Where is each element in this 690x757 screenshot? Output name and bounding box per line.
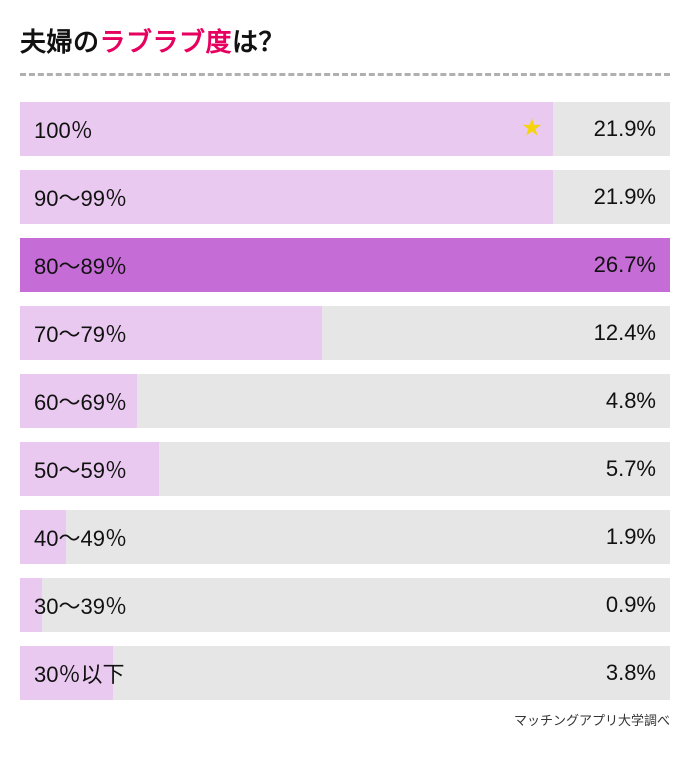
bar-label: 80〜89％ bbox=[34, 249, 127, 281]
bar-label: 40〜49％ bbox=[34, 521, 127, 553]
bar-row: 100％ 21.9% ★ bbox=[20, 102, 670, 156]
bar-label: 100％ bbox=[34, 113, 93, 145]
bar-value: 3.8% bbox=[606, 660, 656, 686]
bar-row: 30％以下 3.8% bbox=[20, 646, 670, 700]
bar-value: 21.9% bbox=[594, 184, 656, 210]
chart-title: 夫婦のラブラブ度は？ bbox=[20, 22, 670, 59]
bar-row: 60〜69％ 4.8% bbox=[20, 374, 670, 428]
bar-label: 50〜59％ bbox=[34, 453, 127, 485]
bar-value: 1.9% bbox=[606, 524, 656, 550]
bar-value: 21.9% bbox=[594, 116, 656, 142]
bar-value: 5.7% bbox=[606, 456, 656, 482]
bar-label: 30〜39％ bbox=[34, 589, 127, 621]
bar-row: 50〜59％ 5.7% bbox=[20, 442, 670, 496]
bar-row: 40〜49％ 1.9% bbox=[20, 510, 670, 564]
bar-value: 4.8% bbox=[606, 388, 656, 414]
star-icon: ★ bbox=[521, 117, 543, 141]
bar-row: 90〜99％ 21.9% bbox=[20, 170, 670, 224]
bar-label: 70〜79％ bbox=[34, 317, 127, 349]
title-divider bbox=[20, 73, 670, 76]
bar-value: 12.4% bbox=[594, 320, 656, 346]
title-pre: 夫婦の bbox=[20, 27, 100, 57]
bar-value: 0.9% bbox=[606, 592, 656, 618]
bar-row: 30〜39％ 0.9% bbox=[20, 578, 670, 632]
title-accent: ラブラブ度 bbox=[100, 27, 233, 57]
bar-value: 26.7% bbox=[594, 252, 656, 278]
bar-label: 60〜69％ bbox=[34, 385, 127, 417]
bar-row: 80〜89％ 26.7% bbox=[20, 238, 670, 292]
bar-label: 30％以下 bbox=[34, 657, 124, 689]
title-post: は？ bbox=[232, 27, 285, 57]
bar-fill bbox=[20, 102, 553, 156]
bar-chart: 100％ 21.9% ★ 90〜99％ 21.9% 80〜89％ 26.7% 70〜79％ 12… bbox=[20, 102, 670, 700]
bar-label: 90〜99％ bbox=[34, 181, 127, 213]
credit-text: マッチングアプリ大学調べ bbox=[20, 710, 670, 729]
bar-row: 70〜79％ 12.4% bbox=[20, 306, 670, 360]
